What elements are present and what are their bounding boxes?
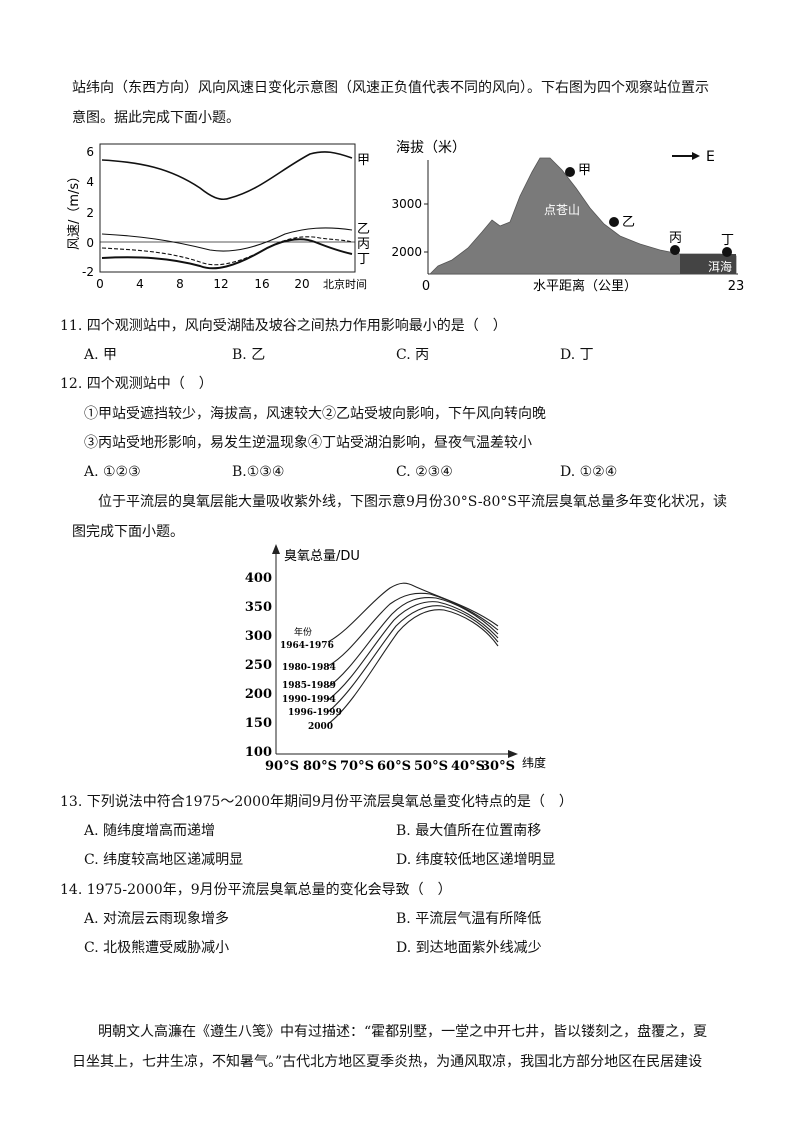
option[interactable]: B. 乙 — [232, 347, 266, 363]
intro-line: 意图。据此完成下面小题。 — [72, 110, 240, 126]
lake-area — [680, 254, 736, 274]
x-tick: 40°S — [451, 759, 485, 774]
y-tick: 3000 — [391, 197, 422, 211]
y-axis-label: 臭氧总量/DU — [284, 549, 360, 564]
x-tick: 4 — [136, 277, 144, 291]
station-label: 甲 — [578, 163, 591, 178]
series-2000-line — [327, 609, 499, 725]
station-label: 丁 — [721, 233, 734, 248]
series-label: 1964-1976 — [280, 641, 334, 651]
series-label: 1996-1999 — [288, 708, 342, 718]
option[interactable]: A. 甲 — [84, 347, 118, 363]
y-tick: -2 — [82, 265, 94, 279]
station-ding-marker — [722, 247, 732, 257]
intro-line: 图完成下面小题。 — [72, 524, 184, 540]
station-label: 乙 — [622, 215, 635, 230]
option[interactable]: B. 平流层气温有所降低 — [396, 911, 542, 927]
y-axis-label: 海拔（米） — [396, 140, 466, 156]
series-label: 1985-1989 — [282, 681, 336, 691]
station-jia-marker — [565, 167, 575, 177]
series-jia-line — [101, 151, 353, 201]
x-tick: 0 — [96, 277, 104, 291]
option[interactable]: A. 随纬度增高而递增 — [84, 823, 216, 839]
y-tick: 2 — [86, 206, 94, 220]
option[interactable]: D. ①②④ — [560, 464, 618, 480]
x-tick: 50°S — [414, 759, 448, 774]
y-tick: 0 — [86, 236, 94, 250]
y-tick: 250 — [245, 658, 272, 673]
series-1980-1984-line — [327, 592, 499, 667]
y-tick: 200 — [245, 687, 272, 702]
y-tick: 400 — [245, 571, 272, 586]
x-tick: 16 — [254, 277, 269, 291]
y-tick: 4 — [86, 175, 94, 189]
series-label: 1980-1984 — [282, 663, 336, 673]
direction-label: E — [706, 149, 715, 165]
x-tick: 8 — [176, 277, 184, 291]
series-1985-1989-line — [327, 596, 499, 688]
option[interactable]: D. 丁 — [560, 347, 594, 363]
x-axis-label: 水平距离（公里） — [533, 278, 637, 294]
statement-line: ③丙站受地形影响，易发生逆温现象④丁站受湖泊影响，昼夜气温差较小 — [84, 435, 532, 451]
station-label: 丙 — [669, 231, 682, 246]
question-12-stem: 12. 四个观测站中（ ） — [60, 376, 213, 392]
x-tick: 90°S — [265, 759, 299, 774]
x-tick: 80°S — [303, 759, 337, 774]
series-1990-1994-line — [327, 601, 499, 701]
station-elevation-chart: 海拔（米） 3000 2000 点苍山 洱海 甲 乙 丙 丁 E 0 水平距离（… — [391, 140, 745, 294]
intro-line: 明朝文人高濂在《遵生八笺》中有过描述：“霍都别墅，一堂之中开七井，皆以镂刻之，盘… — [98, 1024, 708, 1040]
option[interactable]: C. 北极熊遭受威胁减小 — [84, 940, 230, 956]
x-axis-label: 北京时间 — [323, 277, 367, 291]
question-14-stem: 14. 1975-2000年，9月份平流层臭氧总量的变化会导致（ ） — [60, 882, 452, 898]
y-tick: 100 — [245, 745, 272, 760]
intro-line: 位于平流层的臭氧层能大量吸收紫外线，下图示意9月份30°S-80°S平流层臭氧总… — [98, 494, 727, 510]
x-tick: 0 — [422, 279, 430, 294]
station-bing-marker — [670, 245, 680, 255]
option[interactable]: C. 纬度较高地区递减明显 — [84, 852, 244, 868]
y-tick: 150 — [245, 716, 272, 731]
series-ding-line — [101, 238, 353, 270]
x-tick: 70°S — [340, 759, 374, 774]
series-label: 丁 — [357, 252, 370, 267]
option[interactable]: B.①③④ — [232, 464, 285, 480]
series-label: 甲 — [357, 153, 370, 168]
series-label: 1990-1994 — [282, 695, 336, 705]
question-13-stem: 13. 下列说法中符合1975～2000年期间9月份平流层臭氧总量变化特点的是（… — [60, 794, 573, 810]
y-tick: 300 — [245, 629, 272, 644]
option[interactable]: B. 最大值所在位置南移 — [396, 823, 542, 839]
x-axis-label: 纬度 — [522, 755, 546, 770]
x-tick: 60°S — [377, 759, 411, 774]
option[interactable]: D. 纬度较低地区递增明显 — [396, 852, 556, 868]
statement-line: ①甲站受遮挡较少，海拔高，风速较大②乙站受坡向影响，下午风向转向晚 — [84, 406, 546, 422]
y-axis-label: 风速/（m/s） — [67, 170, 82, 250]
series-label: 丙 — [357, 237, 370, 252]
option[interactable]: C. ②③④ — [396, 464, 453, 480]
y-tick: 2000 — [391, 245, 422, 259]
x-tick: 23 — [728, 279, 745, 294]
option[interactable]: A. 对流层云雨现象增多 — [84, 911, 230, 927]
series-yi-line — [101, 227, 353, 252]
legend-title: 年份 — [294, 626, 312, 638]
wind-speed-chart: 6 4 2 0 -2 0 4 8 12 16 20 北京时间 风速/（m/s） … — [67, 143, 370, 291]
x-tick: 30°S — [481, 759, 515, 774]
y-tick: 350 — [245, 600, 272, 615]
question-11-stem: 11. 四个观测站中，风向受湖陆及坡谷之间热力作用影响最小的是（ ） — [60, 318, 507, 334]
x-tick: 12 — [213, 277, 228, 291]
intro-line: 站纬向（东西方向）风向风速日变化示意图（风速正负值代表不同的风向）。下右图为四个… — [72, 80, 709, 96]
series-1996-1999-line — [327, 605, 499, 713]
ozone-chart: 臭氧总量/DU 纬度 400 350 300 250 200 150 100 9… — [245, 544, 546, 774]
y-tick: 6 — [86, 145, 94, 159]
option[interactable]: C. 丙 — [396, 347, 430, 363]
series-label: 乙 — [357, 222, 370, 237]
series-label: 2000 — [308, 722, 333, 732]
lake-label: 洱海 — [708, 259, 732, 274]
option[interactable]: A. ①②③ — [84, 464, 141, 480]
mountain-label: 点苍山 — [544, 203, 580, 217]
station-yi-marker — [609, 217, 619, 227]
x-tick: 20 — [294, 277, 309, 291]
option[interactable]: D. 到达地面紫外线减少 — [396, 940, 542, 956]
intro-line: 日坐其上，七井生凉，不知暑气。”古代北方地区夏季炎热，为通风取凉，我国北方部分地… — [72, 1054, 703, 1070]
